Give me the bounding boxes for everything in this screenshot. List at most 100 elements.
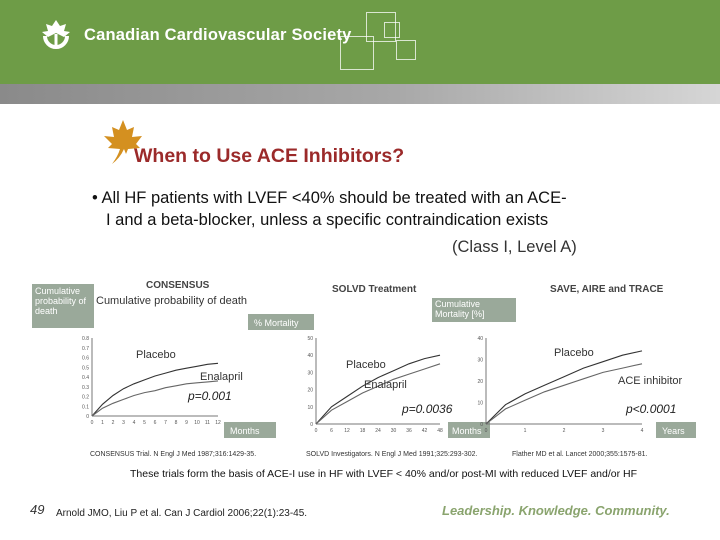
slide-title: When to Use ACE Inhibitors? [134,145,405,167]
chart-ylabel: Cumulative probability of death [35,286,87,316]
x-tick-label: 6 [330,428,333,434]
save-aire-trace-chart: SAVE, AIRE and TRACE Cumulative Mortalit… [432,284,696,438]
y-tick-label: 0.8 [82,336,89,342]
y-tick-label: 40 [307,353,313,359]
x-tick-label: 3 [602,428,605,434]
y-tick-label: 30 [307,370,313,376]
chart-ylabel: % Mortality [254,318,299,328]
x-tick-label: 3 [122,420,125,426]
chart-ylabel-box [248,314,314,330]
chart-ylabel-box [432,298,516,322]
series-line-placebo [315,354,441,425]
x-tick-label: 4 [133,420,136,426]
chart-subtitle: Cumulative probability of death [96,295,247,307]
chart-xlabel-box [224,422,276,438]
y-tick-label: 40 [477,336,483,342]
y-tick-label: 0.4 [82,375,89,381]
x-tick-label: 48 [437,428,443,434]
bullet-point: • All HF patients with LVEF <40% should … [90,187,690,231]
x-tick-label: 30 [391,428,397,434]
series-label: Placebo [554,347,594,359]
y-tick-label: 20 [477,379,483,385]
chart-p-value: p<0.0001 [625,402,676,416]
y-tick-label: 30 [477,358,483,364]
chart-plot: 0 10 20 30 40 0 1 2 3 4 Placebo ACE inhibitor [477,336,682,434]
page-number: 49 [30,502,45,517]
series-line-enalapril [91,380,219,417]
y-tick-label: 0.1 [82,404,89,410]
x-tick-label: 4 [641,428,644,434]
motto: Leadership. Knowledge. Community. [442,503,670,518]
x-tick-label: 1 [524,428,527,434]
bullet-line-1: • All HF patients with LVEF <40% should … [92,189,567,207]
maple-leaf-icon [104,120,142,164]
y-tick-label: 10 [307,405,313,411]
chart-ylabel: Cumulative Mortality [%] [435,299,485,319]
series-label: Enalapril [364,379,407,391]
citation-solvd: SOLVD Investigators. N Engl J Med 1991;3… [306,451,478,458]
x-tick-label: 5 [143,420,146,426]
series-line-ace-inhibitor [485,363,643,425]
citation-consensus: CONSENSUS Trial. N Engl J Med 1987;316:1… [90,451,257,458]
header-strip [0,84,720,104]
x-tick-label: 1 [101,420,104,426]
trial-note: These trials form the basis of ACE-I use… [130,468,638,480]
chart-title: SAVE, AIRE and TRACE [550,284,664,295]
header-bar: Canadian Cardiovascular Society [0,0,720,84]
y-tick-label: 0.3 [82,385,89,391]
consensus-chart: Cumulative probability of death CONSENSU… [32,276,294,440]
citation-flather: Flather MD et al. Lancet 2000;355:1575-8… [512,451,648,458]
y-tick-label: 0 [86,414,89,420]
y-tick-label: 0 [310,422,313,428]
ccs-logo-icon [42,20,70,49]
chart-ylabel-box [32,284,94,328]
x-tick-label: 10 [194,420,200,426]
x-tick-label: 7 [164,420,167,426]
y-tick-label: 20 [307,388,313,394]
chart-plot: 00.10.20.30.40.50.60.70.80 1 2 3 4 5 6 7 8 9 10 11 1… [82,336,243,426]
x-tick-label: 9 [185,420,188,426]
series-label: ACE inhibitor [618,375,683,387]
x-tick-label: 12 [215,420,221,426]
decor-square [396,40,416,60]
reference: Arnold JMO, Liu P et al. Can J Cardiol 2… [56,508,308,519]
chart-xlabel: Months [452,426,482,436]
x-tick-label: 0 [485,428,488,434]
chart-plot: 0 10 20 30 40 50 0 6 12 18 24 30 36 42 48 Placebo Enalap… [307,336,443,434]
chart-p-value: p=0.0036 [401,402,453,416]
x-tick-label: 8 [175,420,178,426]
decor-square [340,36,374,70]
x-tick-label: 0 [91,420,94,426]
decor-square [366,12,396,42]
y-tick-label: 0.6 [82,356,89,362]
y-tick-label: 0 [480,422,483,428]
x-tick-label: 2 [563,428,566,434]
series-label: Placebo [346,359,386,371]
classification-label: (Class I, Level A) [452,238,577,256]
series-label: Placebo [136,349,176,361]
y-tick-label: 0.7 [82,346,89,352]
chart-title: CONSENSUS [146,280,210,291]
chart-title: SOLVD Treatment [332,284,417,295]
x-tick-label: 18 [360,428,366,434]
chart-xlabel-box [656,422,696,438]
y-tick-label: 50 [307,336,313,342]
bullet-line-2: I and a beta-blocker, unless a specific … [106,211,549,229]
series-line-enalapril [315,363,441,425]
series-line-placebo [91,362,219,417]
y-tick-label: 0.2 [82,395,89,401]
x-tick-label: 12 [344,428,350,434]
x-tick-label: 36 [406,428,412,434]
chart-xlabel: Years [662,426,685,436]
x-tick-label: 6 [154,420,157,426]
x-tick-label: 42 [422,428,428,434]
y-tick-label: 10 [477,401,483,407]
x-tick-label: 0 [315,428,318,434]
solvd-chart: SOLVD Treatment % Mortality 0 10 20 30 40 50 0… [248,284,490,438]
chart-xlabel-box [448,422,490,438]
decor-square [384,22,400,38]
organization-name: Canadian Cardiovascular Society [84,26,352,44]
x-tick-label: 11 [205,420,210,426]
series-line-placebo [485,350,643,425]
chart-p-value: p=0.001 [187,389,232,403]
